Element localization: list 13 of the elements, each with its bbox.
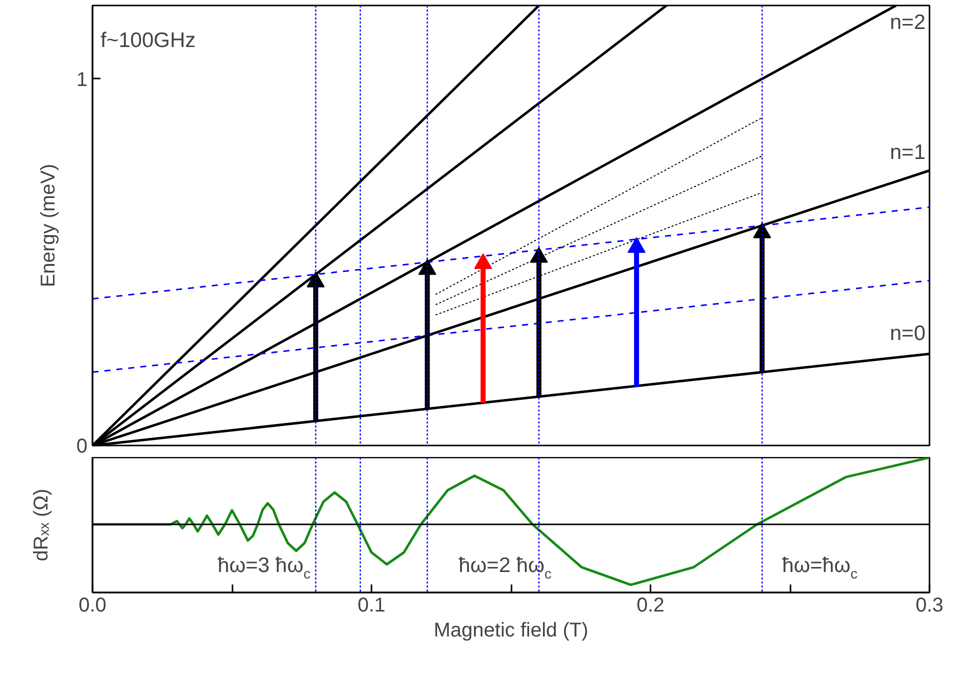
x-tick-label: 0.2	[636, 594, 664, 616]
x-tick-label: 0.3	[916, 594, 944, 616]
annotation: n=0	[890, 322, 926, 345]
y-tick-label: 1	[76, 68, 88, 91]
y-axis-title: dRₓₓ (Ω)	[30, 488, 52, 562]
x-tick-label: 0.1	[358, 594, 386, 616]
annotation: n=2	[890, 11, 926, 34]
y-tick-label: 0	[76, 436, 88, 458]
x-axis-title: Magnetic field (T)	[434, 620, 588, 642]
x-tick-label: 0.0	[78, 594, 106, 616]
y-axis-title: Energy (meV)	[37, 164, 60, 288]
annotation: f~100GHz	[100, 29, 196, 52]
annotation: n=1	[890, 141, 926, 164]
